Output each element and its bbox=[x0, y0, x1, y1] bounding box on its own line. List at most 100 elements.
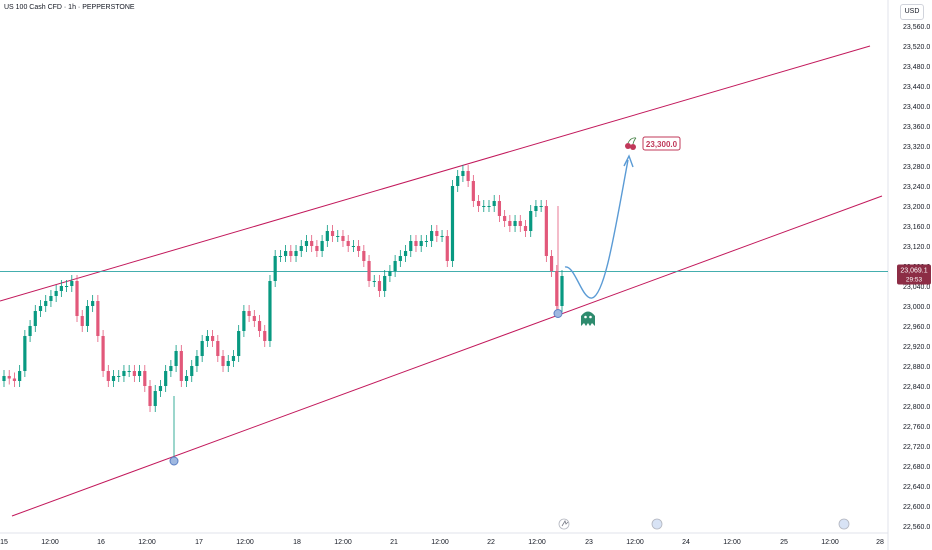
candle-body bbox=[268, 281, 272, 341]
y-tick-label: 23,000.0 bbox=[903, 304, 930, 311]
candle-body bbox=[320, 241, 324, 251]
candle-body bbox=[497, 201, 502, 216]
low-marker bbox=[169, 456, 179, 466]
cherry-icon bbox=[625, 143, 631, 149]
y-tick-label: 23,480.0 bbox=[903, 64, 930, 71]
candle-body bbox=[195, 356, 199, 366]
candle-body bbox=[2, 376, 6, 381]
candle-body bbox=[106, 371, 110, 381]
x-tick-label: 23 bbox=[585, 539, 593, 546]
y-tick-label: 22,760.0 bbox=[903, 424, 930, 431]
candle-body bbox=[7, 376, 11, 379]
candle-body bbox=[237, 331, 241, 356]
y-tick-label: 22,920.0 bbox=[903, 344, 930, 351]
y-tick-label: 22,720.0 bbox=[903, 444, 930, 451]
candle-body bbox=[330, 231, 335, 236]
channel-lower-line bbox=[11, 195, 883, 517]
candle-body bbox=[388, 271, 392, 276]
candle-body bbox=[174, 351, 178, 366]
candle-body bbox=[315, 246, 319, 251]
y-tick-label: 22,840.0 bbox=[903, 384, 930, 391]
ghost-eye-icon bbox=[584, 315, 587, 319]
candle-body bbox=[299, 246, 303, 251]
candle-body bbox=[122, 371, 126, 376]
candle-body bbox=[132, 371, 136, 376]
y-tick-label: 23,360.0 bbox=[903, 124, 930, 131]
x-tick-label: 12:00 bbox=[334, 539, 352, 546]
currency-button[interactable]: USD bbox=[900, 4, 924, 20]
candle-body bbox=[503, 216, 507, 221]
candle-body bbox=[70, 281, 74, 286]
earnings-glyph-icon bbox=[561, 520, 569, 527]
event-us-flag-icon[interactable] bbox=[651, 518, 663, 530]
price-tag-countdown: 29:53 bbox=[906, 276, 923, 283]
candle-body bbox=[226, 361, 230, 366]
candle-body bbox=[278, 256, 282, 257]
candle-body bbox=[80, 316, 84, 326]
event-earnings-icon[interactable] bbox=[558, 518, 570, 530]
x-tick-label: 12:00 bbox=[626, 539, 644, 546]
candle-body bbox=[101, 336, 105, 371]
y-tick-label: 22,960.0 bbox=[903, 324, 930, 331]
candle-body bbox=[357, 246, 361, 251]
candle-body bbox=[273, 256, 277, 281]
x-tick-label: 15 bbox=[0, 539, 8, 546]
candle-body bbox=[403, 251, 408, 256]
candle-body bbox=[200, 341, 204, 356]
y-tick-label: 23,160.0 bbox=[903, 224, 930, 231]
candle-body bbox=[23, 336, 27, 371]
candle-body bbox=[508, 221, 512, 226]
x-tick-label: 28 bbox=[876, 539, 884, 546]
event-us-flag-icon[interactable] bbox=[838, 518, 850, 530]
candle-body bbox=[294, 251, 298, 256]
y-tick-label: 23,040.0 bbox=[903, 284, 930, 291]
x-tick-label: 21 bbox=[390, 539, 398, 546]
candle-body bbox=[539, 206, 543, 207]
candle-body bbox=[424, 241, 429, 242]
candle-body bbox=[257, 321, 262, 331]
cherry-stem-icon bbox=[627, 137, 637, 145]
candle-body bbox=[482, 206, 486, 207]
candle-body bbox=[419, 241, 423, 246]
projection-arrowhead bbox=[623, 154, 634, 168]
candle-body bbox=[284, 251, 288, 256]
candle-body bbox=[560, 276, 564, 306]
y-tick-label: 22,560.0 bbox=[903, 524, 930, 531]
y-tick-label: 23,200.0 bbox=[903, 204, 930, 211]
projection-path bbox=[564, 159, 629, 299]
x-tick-label: 12:00 bbox=[41, 539, 59, 546]
candle-body bbox=[430, 231, 434, 241]
candle-body bbox=[12, 378, 17, 381]
candle-body bbox=[534, 206, 538, 211]
candle-body bbox=[221, 356, 225, 366]
candle-body bbox=[148, 386, 152, 406]
y-tick-label: 23,240.0 bbox=[903, 184, 930, 191]
candle-body bbox=[247, 311, 251, 316]
candle-body bbox=[471, 181, 475, 201]
candle-body bbox=[523, 226, 528, 231]
price-tag-box bbox=[897, 264, 931, 285]
candle-body bbox=[18, 371, 22, 381]
x-tick-label: 12:00 bbox=[236, 539, 254, 546]
x-tick-label: 12:00 bbox=[821, 539, 839, 546]
candle-body bbox=[409, 241, 413, 251]
low-marker bbox=[553, 309, 563, 318]
y-tick-label: 22,880.0 bbox=[903, 364, 930, 371]
candle-body bbox=[158, 386, 163, 391]
candle-body bbox=[242, 311, 246, 331]
candle-body bbox=[341, 236, 345, 241]
candle-body bbox=[456, 176, 460, 186]
candle-body bbox=[445, 236, 449, 261]
candle-body bbox=[435, 231, 439, 236]
candle-body bbox=[169, 366, 173, 371]
candle-body bbox=[336, 236, 340, 237]
candle-body bbox=[555, 271, 559, 306]
target-label: 23,300.0 bbox=[646, 140, 678, 149]
candle-body bbox=[518, 221, 522, 226]
candle-body bbox=[398, 256, 402, 261]
candle-body bbox=[127, 371, 131, 372]
cherry-icon bbox=[630, 144, 636, 150]
candle-body bbox=[205, 336, 209, 341]
